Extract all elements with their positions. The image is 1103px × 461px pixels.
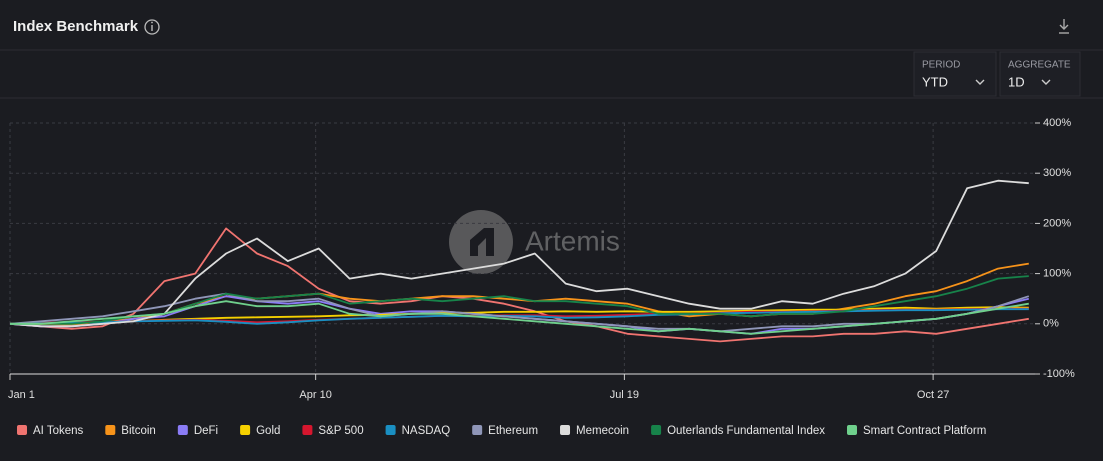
y-tick-label: 400% [1043,117,1071,129]
legend-item[interactable]: Bitcoin [105,425,156,437]
legend-item[interactable]: S&P 500 [302,425,364,437]
legend-label: Memecoin [576,425,629,437]
period-value: YTD [922,74,948,89]
legend-label: Smart Contract Platform [863,425,986,437]
legend-label: NASDAQ [402,425,451,437]
legend-swatch [240,425,251,435]
series-line [9,227,1029,343]
x-tick-label: Oct 27 [917,389,949,401]
period-select[interactable]: PERIOD YTD [913,51,997,97]
legend-swatch [177,425,188,435]
plot: -100% 0% 100% 200% 300% 400% Jan 1 Apr 10 Jul 19… [8,117,1075,401]
legend-swatch [105,425,116,435]
title: Index Benchmark [13,18,139,35]
legend-item[interactable]: AI Tokens [17,425,84,437]
legend-swatch [302,425,313,435]
legend-label: Ethereum [488,425,538,437]
legend-item[interactable]: NASDAQ [385,425,451,437]
x-tick-label: Apr 10 [299,389,331,401]
legend-item[interactable]: Memecoin [560,425,629,437]
series-line [9,308,1029,325]
aggregate-value: 1D [1008,74,1025,89]
series-line [9,179,1029,328]
legend-label: Bitcoin [121,425,156,437]
period-label: PERIOD [922,60,960,71]
legend-label: Gold [256,425,280,437]
series-line [9,292,1030,333]
legend-item[interactable]: Smart Contract Platform [847,425,986,437]
legend-label: DeFi [194,425,218,437]
download-icon[interactable] [1059,19,1069,34]
legend-swatch [847,425,857,435]
aggregate-select[interactable]: AGGREGATE 1D [999,51,1081,97]
watermark: Artemis [449,210,620,274]
aggregate-label: AGGREGATE [1008,60,1071,71]
y-tick-label: 100% [1043,268,1071,280]
legend-swatch [17,425,27,435]
y-tick-label: 300% [1043,167,1071,179]
info-icon[interactable] [144,19,160,35]
legend-item[interactable]: Ethereum [472,425,538,437]
legend-item[interactable]: DeFi [177,425,218,437]
x-tick-label: Jul 19 [610,389,639,401]
legend-label: S&P 500 [318,425,363,437]
x-tick-label: Jan 1 [8,389,35,401]
legend-swatch [385,425,396,435]
legend-swatch [560,425,571,435]
watermark-text: Artemis [525,225,620,256]
legend-label: AI Tokens [33,425,84,437]
y-tick-label: 0% [1043,318,1059,330]
series-line [10,275,1029,325]
y-tick-label: 200% [1043,217,1071,229]
legend-swatch [651,425,662,435]
legend-item[interactable]: Outerlands Fundamental Index [651,425,825,437]
series-line [10,300,1029,335]
legend-item[interactable]: Gold [240,425,280,437]
legend-label: Outerlands Fundamental Index [667,425,825,437]
legend: AI Tokens Bitcoin DeFi Gold S&P 500 NASDAQ Eth… [17,425,986,437]
y-tick-label: -100% [1043,368,1075,380]
legend-swatch [472,425,483,435]
